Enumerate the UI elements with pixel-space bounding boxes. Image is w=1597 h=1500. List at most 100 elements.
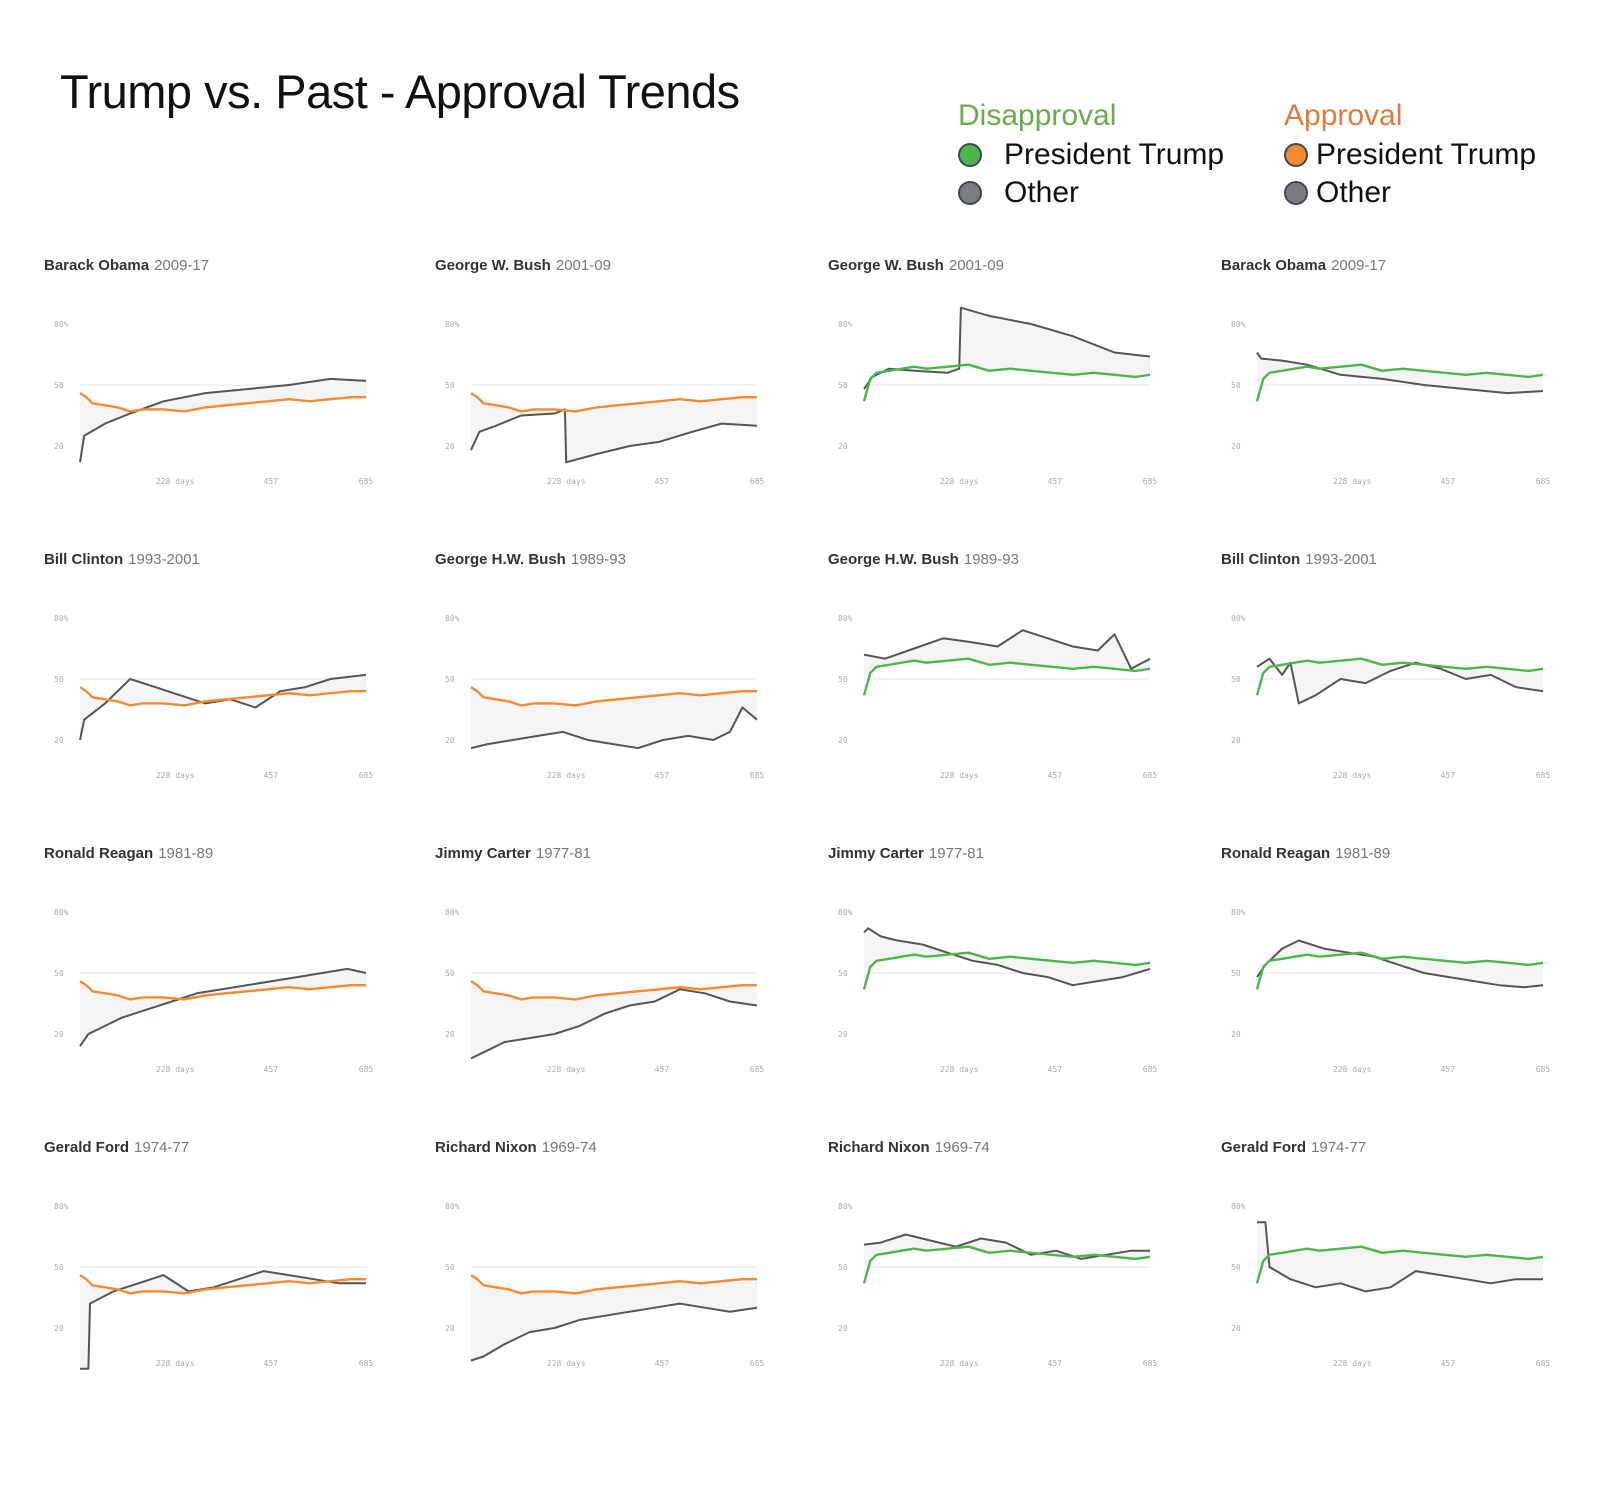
y-tick-label: 20 [1231,1324,1241,1333]
y-tick-label: 50 [445,1263,455,1272]
panel-16: Gerald Ford 1974-77 80% 50 20 228 days 457 685 [1221,1139,1550,1368]
x-tick-label: 457 [655,1359,670,1368]
x-tick-label: 685 [1536,771,1551,780]
x-tick-label: 228 days [940,477,979,486]
legend-dot-gray-icon [958,181,982,205]
panel-years: 2009-17 [1331,257,1386,274]
other-president-line [470,408,758,464]
trump-line [862,1245,1151,1284]
panel-10: Jimmy Carter 1977-81 80% 50 20 228 days 457 685 [435,845,764,1074]
panel-years: 1989-93 [571,551,626,568]
x-tick-label: 457 [655,1065,670,1074]
other-president-line [863,1233,1150,1260]
panel-years: 1981-89 [1335,845,1390,862]
gap-area [864,307,1150,402]
y-tick-label: 20 [445,736,455,745]
x-tick-label: 228 days [547,1065,586,1074]
panel-president-name: George H.W. Bush [828,551,959,568]
y-tick-label: 50 [1231,675,1241,684]
gap-area [1257,352,1543,402]
panel-title: Bill Clinton 1993-2001 [1221,551,1377,568]
y-tick-label: 50 [445,381,455,390]
trump-line [1255,657,1544,696]
panel-years: 2009-17 [154,257,209,274]
gap-area [80,968,366,1047]
x-tick-label: 228 days [156,1359,195,1368]
panel-7: George H.W. Bush 1989-93 80% 50 20 228 days 45… [828,551,1157,780]
panel-years: 2001-09 [556,257,611,274]
gap-area [80,1271,366,1369]
trump-line [470,392,757,413]
panel-president-name: Barack Obama [1221,257,1327,274]
x-tick-label: 228 days [1333,1359,1372,1368]
x-tick-label: 457 [264,1065,279,1074]
x-tick-label: 228 days [547,771,586,780]
panel-president-name: Richard Nixon [828,1139,930,1156]
panel-president-name: Barack Obama [44,257,150,274]
trump-line [470,686,757,707]
panel-title: George W. Bush 2001-09 [435,257,611,274]
y-tick-label: 20 [1231,736,1241,745]
y-tick-label: 50 [838,969,848,978]
panel-5: Bill Clinton 1993-2001 80% 50 20 228 days 457 6… [44,551,373,780]
other-president-line [79,967,367,1047]
legend-label: President Trump [1316,138,1537,171]
panel-title: George W. Bush 2001-09 [828,257,1004,274]
legend-dot-gray-icon [1284,181,1308,205]
panel-title: George H.W. Bush 1989-93 [435,551,626,568]
other-president-line [1256,351,1544,395]
gap-area [80,674,366,740]
y-tick-label: 20 [445,1030,455,1039]
y-tick-label: 80% [54,1202,69,1211]
panel-president-name: Gerald Ford [1221,1139,1306,1156]
panel-13: Gerald Ford 1974-77 80% 50 20 228 days 457 685 [44,1139,374,1370]
y-tick-label: 50 [54,381,64,390]
gap-area [1257,1222,1543,1292]
x-tick-label: 457 [1441,1065,1456,1074]
y-tick-label: 20 [54,736,64,745]
trump-line [79,392,366,413]
x-tick-label: 228 days [940,1359,979,1368]
other-president-line [1257,1221,1543,1293]
panel-president-name: Jimmy Carter [435,845,531,862]
x-tick-label: 685 [359,1065,374,1074]
legend-disapproval-heading: Disapproval [958,99,1117,132]
panel-title: Gerald Ford 1974-77 [1221,1139,1366,1156]
panel-14: Richard Nixon 1969-74 80% 50 20 228 days 457 68… [435,1139,764,1368]
x-tick-label: 685 [750,1359,765,1368]
trump-line [79,980,366,1001]
x-tick-label: 457 [1441,771,1456,780]
y-tick-label: 20 [54,1030,64,1039]
panel-title: Richard Nixon 1969-74 [435,1139,597,1156]
x-tick-label: 228 days [156,1065,195,1074]
panel-title: George H.W. Bush 1989-93 [828,551,1019,568]
y-tick-label: 80% [1231,1202,1246,1211]
panel-years: 1974-77 [134,1139,189,1156]
panel-title: Jimmy Carter 1977-81 [435,845,591,862]
x-tick-label: 457 [1048,771,1063,780]
x-tick-label: 685 [359,477,374,486]
x-tick-label: 228 days [156,771,195,780]
x-tick-label: 685 [1143,1359,1158,1368]
x-tick-label: 228 days [1333,1065,1372,1074]
legend-approval: Approval President Trump Other [1284,98,1536,212]
x-tick-label: 685 [1536,1065,1551,1074]
gap-area [471,981,757,1059]
panel-years: 1974-77 [1311,1139,1366,1156]
panel-1: Barack Obama 2009-17 80% 50 20 228 days 457 685 [44,257,373,486]
panel-years: 2001-09 [949,257,1004,274]
legend-label: President Trump [1004,138,1225,171]
trump-line [862,363,1151,402]
panel-president-name: George W. Bush [828,257,944,274]
x-tick-label: 685 [359,1359,374,1368]
other-president-line [470,988,758,1060]
panel-years: 1993-2001 [128,551,200,568]
legend-item-approval-trump: President Trump [1284,136,1536,174]
legend-disapproval: Disapproval President Trump Other [958,98,1224,212]
y-tick-label: 20 [1231,1030,1241,1039]
x-tick-label: 685 [750,771,765,780]
other-president-line [863,927,1151,987]
trump-line [470,1274,757,1295]
panel-president-name: George H.W. Bush [435,551,566,568]
